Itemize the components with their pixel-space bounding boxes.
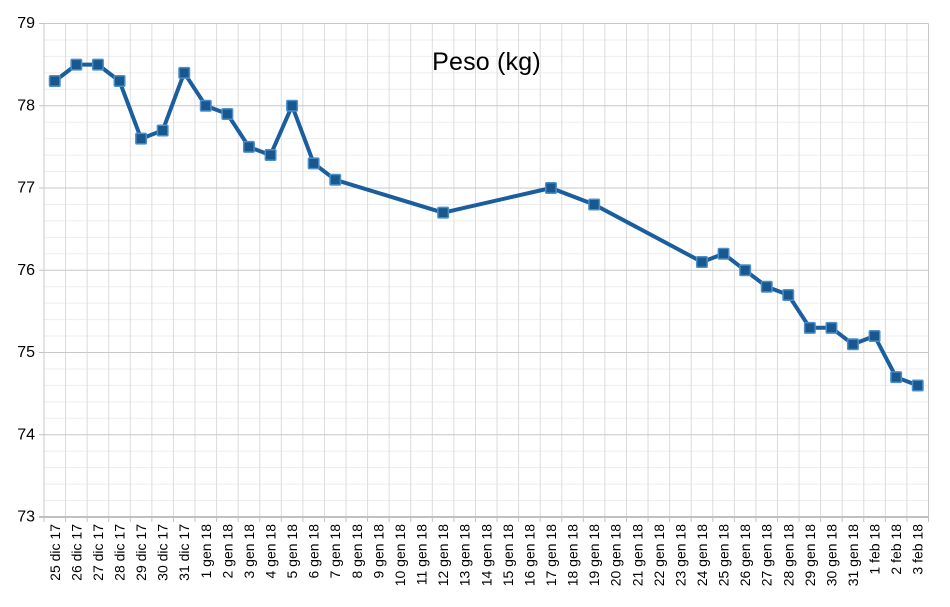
data-point-marker xyxy=(695,256,708,269)
x-tick-label: 31 dic 17 xyxy=(176,524,192,581)
data-point-marker xyxy=(48,75,61,88)
data-point-marker xyxy=(307,157,320,170)
data-point-marker xyxy=(544,182,557,195)
data-point-marker xyxy=(782,288,795,301)
x-tick-label: 30 gen 18 xyxy=(823,524,839,586)
x-tick-label: 24 gen 18 xyxy=(694,524,710,586)
x-tick-label: 25 dic 17 xyxy=(47,524,63,581)
data-point-marker xyxy=(221,107,234,120)
data-point-marker xyxy=(868,330,881,343)
x-tick-label: 1 gen 18 xyxy=(198,524,214,579)
x-tick-label: 31 gen 18 xyxy=(845,524,861,586)
data-point-marker xyxy=(739,264,752,277)
x-tick-label: 18 gen 18 xyxy=(565,524,581,586)
x-tick-label: 20 gen 18 xyxy=(608,524,624,586)
y-tick-label: 79 xyxy=(17,15,35,32)
data-point-marker xyxy=(717,247,730,260)
data-point-marker xyxy=(437,206,450,219)
data-point-marker xyxy=(264,149,277,162)
data-line xyxy=(52,62,920,388)
x-tick-label: 21 gen 18 xyxy=(629,524,645,586)
data-markers xyxy=(48,58,924,392)
data-point-marker xyxy=(135,132,148,145)
x-tick-label: 19 gen 18 xyxy=(586,524,602,586)
y-tick-label: 74 xyxy=(17,426,35,443)
x-tick-label: 27 dic 17 xyxy=(90,524,106,581)
x-tick-label: 29 gen 18 xyxy=(802,524,818,586)
x-tick-label: 2 feb 18 xyxy=(888,524,904,575)
x-tick-label: 29 dic 17 xyxy=(133,524,149,581)
data-point-marker xyxy=(588,198,601,211)
data-point-marker xyxy=(825,321,838,334)
data-point-marker xyxy=(890,371,903,384)
y-tick-label: 73 xyxy=(17,509,35,526)
x-tick-label: 3 gen 18 xyxy=(241,524,257,579)
x-tick-label: 22 gen 18 xyxy=(651,524,667,586)
y-tick-label: 75 xyxy=(17,344,35,361)
x-tick-label: 11 gen 18 xyxy=(414,524,430,585)
x-tick-label: 28 gen 18 xyxy=(780,524,796,586)
x-tick-label: 28 dic 17 xyxy=(112,524,128,581)
data-point-marker xyxy=(329,173,342,186)
data-point-marker xyxy=(760,280,773,293)
data-point-marker xyxy=(803,321,816,334)
x-tick-label: 16 gen 18 xyxy=(521,524,537,586)
x-tick-label: 8 gen 18 xyxy=(349,524,365,579)
x-tick-label: 2 gen 18 xyxy=(219,524,235,579)
x-tick-label: 14 gen 18 xyxy=(478,524,494,586)
data-point-marker xyxy=(113,75,126,88)
x-tick-label: 17 gen 18 xyxy=(543,524,559,586)
y-axis-labels: 79 78 77 76 75 74 73 xyxy=(17,15,35,526)
data-point-marker xyxy=(846,338,859,351)
x-tick-label: 25 gen 18 xyxy=(716,524,732,586)
x-tick-label: 26 gen 18 xyxy=(737,524,753,586)
x-tick-label: 10 gen 18 xyxy=(392,524,408,586)
x-tick-label: 13 gen 18 xyxy=(457,524,473,586)
x-tick-label: 9 gen 18 xyxy=(370,524,386,579)
data-point-marker xyxy=(70,58,83,71)
x-tick-label: 4 gen 18 xyxy=(263,524,279,579)
data-point-marker xyxy=(242,140,255,153)
x-tick-label: 3 feb 18 xyxy=(910,524,926,575)
x-tick-label: 15 gen 18 xyxy=(500,524,516,586)
data-point-marker xyxy=(911,379,924,392)
data-point-marker xyxy=(91,58,104,71)
gridlines-horizontal-minor xyxy=(44,39,929,502)
x-tick-label: 30 dic 17 xyxy=(155,524,171,581)
x-axis xyxy=(39,516,929,522)
y-tick-label: 77 xyxy=(17,180,35,197)
x-tick-label: 27 gen 18 xyxy=(759,524,775,586)
x-tick-label: 5 gen 18 xyxy=(284,524,300,579)
x-tick-label: 23 gen 18 xyxy=(672,524,688,586)
x-axis-labels: 25 dic 17 26 dic 17 27 dic 17 28 dic 17 29 d… xyxy=(47,524,926,587)
data-point-marker xyxy=(156,124,169,137)
y-tick-label: 78 xyxy=(17,97,35,114)
data-point-marker xyxy=(199,99,212,112)
x-tick-label: 26 dic 17 xyxy=(68,524,84,581)
data-point-marker xyxy=(178,66,191,79)
x-tick-label: 1 feb 18 xyxy=(867,524,883,575)
x-tick-label: 6 gen 18 xyxy=(306,524,322,579)
gridlines-horizontal-major xyxy=(39,23,929,518)
y-tick-label: 76 xyxy=(17,262,35,279)
data-point-marker xyxy=(286,99,299,112)
x-tick-label: 7 gen 18 xyxy=(327,524,343,579)
x-tick-label: 12 gen 18 xyxy=(435,524,451,586)
